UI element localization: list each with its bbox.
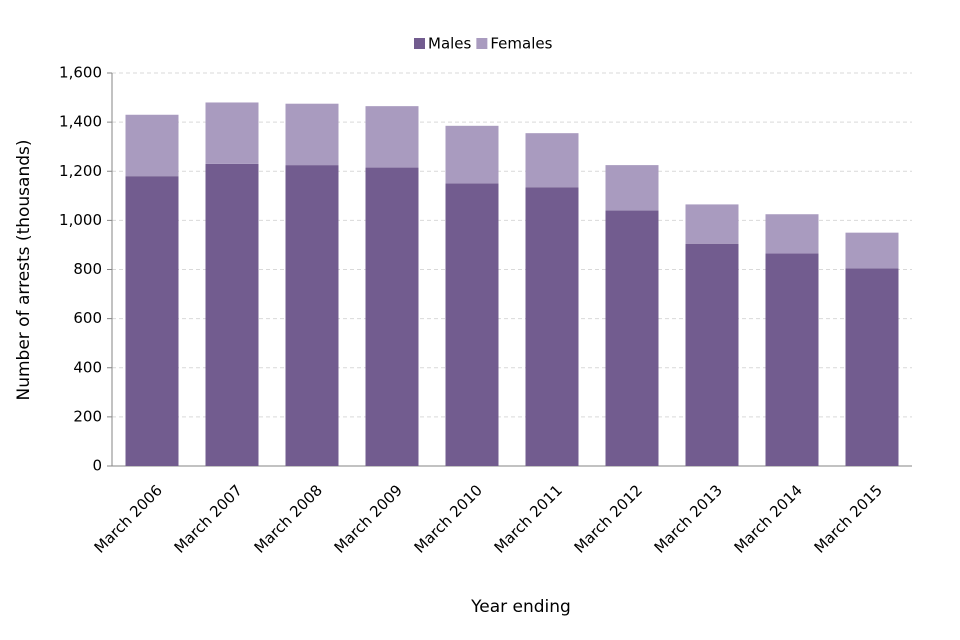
y-tick-label: 800 (73, 260, 102, 278)
bar-segment (445, 125, 499, 184)
y-tick-label: 400 (73, 358, 102, 376)
bar-segment (205, 163, 259, 466)
x-tick-label: March 2009 (331, 481, 406, 556)
y-tick-label: 200 (73, 407, 102, 425)
x-tick-label: March 2008 (251, 481, 326, 556)
bar-segment (125, 176, 179, 466)
x-axis-title: Year ending (470, 597, 571, 617)
y-tick-label: 1,000 (59, 211, 102, 229)
x-tick-label: March 2015 (811, 481, 886, 556)
y-tick-label: 1,200 (59, 162, 102, 180)
x-tick-label: March 2010 (411, 481, 486, 556)
bar-segment (285, 165, 339, 466)
bar-segment (685, 243, 739, 466)
bar-segment (205, 102, 259, 164)
x-tick-label: March 2011 (491, 481, 566, 556)
bar-segment (605, 165, 659, 211)
bar-segment (445, 183, 499, 466)
y-tick-label: 600 (73, 309, 102, 327)
bar-segment (365, 167, 419, 467)
x-tick-label: March 2007 (171, 481, 246, 556)
bar-segment (765, 214, 819, 254)
bar-segment (845, 268, 899, 466)
bar-segment (845, 232, 899, 269)
y-tick-label: 1,400 (59, 113, 102, 131)
bar-segment (285, 103, 339, 166)
legend-swatch (476, 38, 488, 49)
y-axis-title: Number of arrests (thousands) (14, 139, 34, 400)
bar-segment (765, 253, 819, 466)
legend-swatch (414, 38, 425, 49)
x-tick-label: March 2012 (571, 481, 646, 556)
x-tick-label: March 2013 (651, 481, 726, 556)
bar-segment (605, 210, 659, 466)
bar-segment (685, 204, 739, 244)
legend-label: Males (428, 35, 472, 53)
bar-segment (525, 133, 579, 188)
bar-segment (125, 114, 179, 177)
x-tick-label: March 2014 (731, 481, 806, 556)
x-tick-label: March 2006 (91, 481, 166, 556)
y-tick-label: 0 (92, 457, 102, 475)
bar-segment (365, 106, 419, 168)
legend-label: Females (490, 35, 552, 53)
bar-segment (525, 187, 579, 466)
y-tick-label: 1,600 (59, 64, 102, 82)
